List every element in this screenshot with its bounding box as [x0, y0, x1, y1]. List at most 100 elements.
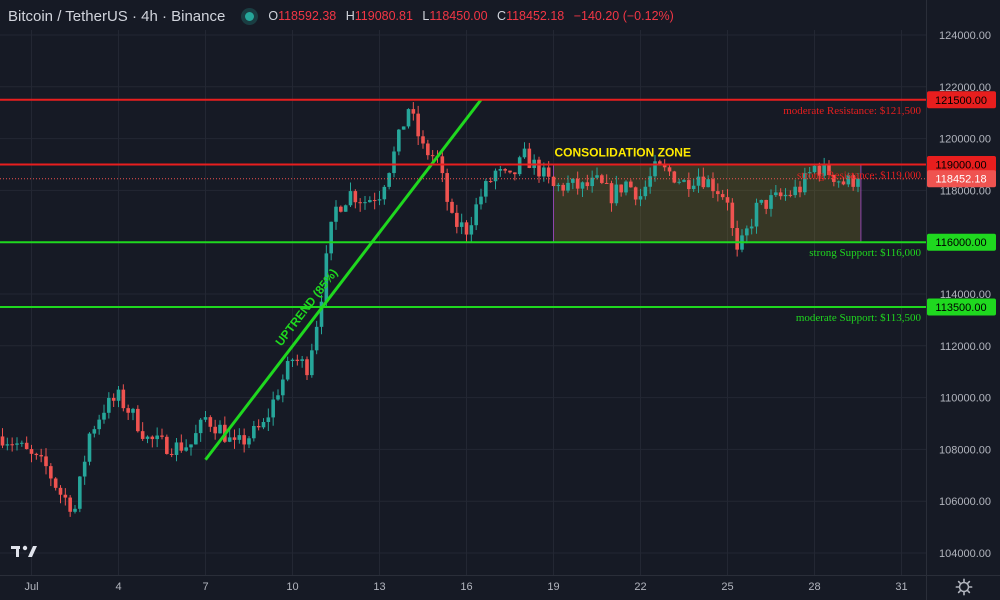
- candle[interactable]: [416, 113, 420, 137]
- candle[interactable]: [377, 199, 382, 201]
- candle[interactable]: [310, 350, 314, 376]
- candle[interactable]: [131, 408, 135, 413]
- candle[interactable]: [691, 185, 696, 190]
- candle[interactable]: [24, 442, 29, 450]
- candle[interactable]: [571, 178, 575, 183]
- candle[interactable]: [687, 180, 691, 190]
- candle[interactable]: [783, 194, 788, 197]
- candle[interactable]: [793, 186, 797, 196]
- candle[interactable]: [49, 466, 53, 479]
- candle[interactable]: [624, 181, 628, 193]
- candle[interactable]: [102, 412, 106, 420]
- candle[interactable]: [392, 151, 396, 174]
- candle[interactable]: [716, 191, 720, 195]
- candle[interactable]: [488, 181, 493, 183]
- candle[interactable]: [281, 379, 285, 396]
- candle[interactable]: [546, 167, 551, 177]
- candle[interactable]: [305, 359, 309, 376]
- candle[interactable]: [662, 165, 667, 168]
- candle[interactable]: [116, 389, 121, 401]
- candle[interactable]: [266, 417, 271, 423]
- candle[interactable]: [484, 181, 488, 197]
- candle[interactable]: [208, 417, 213, 427]
- candle[interactable]: [20, 442, 24, 444]
- candle[interactable]: [778, 192, 783, 197]
- candle[interactable]: [730, 202, 735, 229]
- candle[interactable]: [300, 359, 304, 361]
- candle[interactable]: [696, 176, 701, 186]
- candle[interactable]: [237, 435, 242, 440]
- candle[interactable]: [469, 225, 474, 235]
- candle[interactable]: [638, 196, 643, 200]
- candle[interactable]: [29, 449, 34, 454]
- candle[interactable]: [764, 199, 768, 209]
- candle[interactable]: [856, 178, 860, 187]
- candle[interactable]: [807, 172, 812, 174]
- candle[interactable]: [566, 182, 570, 191]
- candle[interactable]: [295, 359, 300, 361]
- candle[interactable]: [73, 508, 77, 512]
- candle[interactable]: [10, 444, 14, 446]
- candle[interactable]: [353, 191, 358, 203]
- candle[interactable]: [575, 178, 580, 189]
- candle[interactable]: [189, 444, 193, 448]
- candle[interactable]: [614, 184, 619, 204]
- candle[interactable]: [556, 184, 561, 187]
- candle[interactable]: [261, 422, 266, 428]
- candle[interactable]: [343, 205, 348, 212]
- candle[interactable]: [140, 431, 145, 439]
- candle[interactable]: [788, 194, 793, 196]
- candle[interactable]: [150, 436, 155, 440]
- candle[interactable]: [348, 191, 353, 206]
- candle[interactable]: [97, 419, 101, 430]
- candle[interactable]: [827, 163, 831, 176]
- candle[interactable]: [329, 221, 333, 254]
- candle[interactable]: [836, 181, 841, 183]
- candle[interactable]: [600, 175, 604, 183]
- candle[interactable]: [252, 425, 256, 439]
- candle[interactable]: [174, 442, 179, 455]
- candle[interactable]: [256, 425, 261, 428]
- candle[interactable]: [68, 497, 72, 512]
- candle[interactable]: [517, 157, 522, 175]
- candle[interactable]: [658, 161, 662, 166]
- candle[interactable]: [136, 408, 140, 432]
- candle[interactable]: [590, 177, 594, 187]
- candle[interactable]: [232, 437, 237, 440]
- candle[interactable]: [551, 176, 556, 187]
- candle[interactable]: [203, 417, 208, 420]
- candle[interactable]: [179, 442, 184, 451]
- candle[interactable]: [759, 199, 764, 203]
- candle[interactable]: [198, 419, 203, 434]
- candle[interactable]: [271, 399, 275, 418]
- candle[interactable]: [39, 455, 43, 457]
- candle[interactable]: [247, 438, 251, 445]
- candle[interactable]: [774, 192, 778, 196]
- candle[interactable]: [450, 201, 454, 213]
- candle[interactable]: [372, 200, 377, 202]
- candle[interactable]: [218, 424, 222, 434]
- candle[interactable]: [15, 443, 19, 445]
- candle[interactable]: [339, 206, 343, 212]
- candle[interactable]: [421, 136, 425, 144]
- candle[interactable]: [0, 436, 5, 446]
- candle[interactable]: [78, 476, 82, 509]
- candle[interactable]: [155, 435, 159, 440]
- candle[interactable]: [464, 222, 469, 235]
- candle[interactable]: [633, 187, 638, 200]
- candle[interactable]: [754, 202, 759, 227]
- candle[interactable]: [459, 222, 464, 227]
- candle[interactable]: [227, 437, 232, 442]
- candle[interactable]: [44, 456, 48, 467]
- candle[interactable]: [629, 181, 633, 188]
- candle[interactable]: [580, 182, 585, 189]
- candle[interactable]: [803, 172, 807, 193]
- candle[interactable]: [358, 202, 362, 204]
- candle[interactable]: [542, 167, 546, 177]
- candle[interactable]: [851, 175, 855, 187]
- candle[interactable]: [387, 173, 391, 187]
- candle[interactable]: [609, 183, 614, 204]
- candle[interactable]: [276, 395, 280, 400]
